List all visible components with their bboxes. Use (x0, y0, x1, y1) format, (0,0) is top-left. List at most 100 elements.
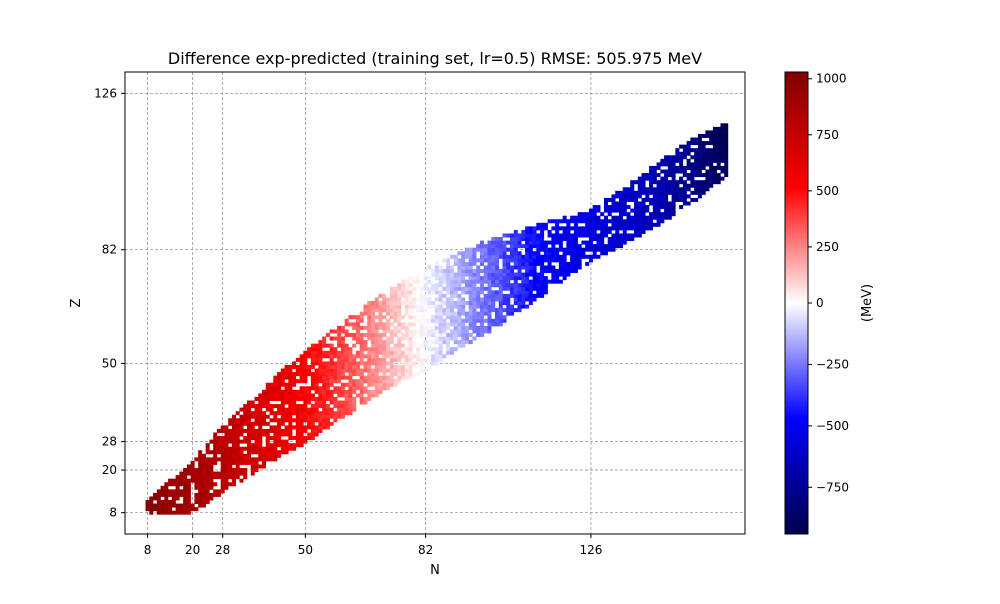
nuclide-point (483, 308, 488, 313)
nuclide-point (596, 208, 601, 213)
nuclide-point (344, 318, 349, 323)
nuclide-point (540, 269, 545, 274)
nuclide-point (712, 144, 717, 149)
nuclide-point (194, 478, 199, 483)
nuclide-point (389, 329, 394, 334)
nuclide-point (213, 443, 218, 448)
nuclide-point (626, 219, 631, 224)
nuclide-point (697, 133, 702, 138)
nuclide-point (228, 475, 233, 480)
nuclide-point (235, 468, 240, 473)
nuclide-point (205, 500, 210, 505)
nuclide-point (359, 336, 364, 341)
nuclide-point (562, 237, 567, 242)
nuclide-point (389, 361, 394, 366)
nuclide-point (145, 507, 150, 512)
nuclide-point (389, 322, 394, 327)
nuclide-point (243, 460, 248, 465)
nuclide-point (280, 443, 285, 448)
nuclide-point (487, 261, 492, 266)
nuclide-point (325, 375, 330, 380)
nuclide-point (408, 283, 413, 288)
nuclide-point (344, 322, 349, 327)
nuclide-point (201, 503, 206, 508)
nuclide-point (487, 265, 492, 270)
nuclide-point (228, 439, 233, 444)
nuclide-point (634, 201, 639, 206)
nuclide-point (427, 301, 432, 305)
nuclide-point (423, 357, 428, 362)
nuclide-point (555, 247, 560, 252)
nuclide-point (652, 176, 657, 181)
nuclide-point (337, 329, 342, 334)
nuclide-point (201, 468, 206, 473)
nuclide-point (295, 421, 300, 426)
nuclide-point (540, 229, 545, 234)
nuclide-point (367, 322, 372, 327)
nuclide-point (314, 343, 319, 348)
nuclide-point (273, 386, 278, 391)
nuclide-point (288, 432, 293, 437)
nuclide-point (295, 396, 300, 401)
nuclide-point (355, 379, 360, 384)
nuclide-point (228, 446, 233, 451)
nuclide-point (273, 446, 278, 451)
nuclide-point (397, 301, 402, 305)
nuclide-point (378, 343, 383, 348)
nuclide-point (521, 279, 526, 284)
nuclide-point (570, 237, 575, 242)
nuclide-point (273, 428, 278, 433)
nuclide-point (228, 418, 233, 423)
nuclide-point (216, 446, 221, 451)
nuclide-point (299, 361, 304, 366)
nuclide-point (310, 432, 315, 437)
nuclide-point (449, 347, 454, 352)
nuclide-point (382, 343, 387, 348)
nuclide-point (254, 396, 259, 401)
nuclide-point (404, 357, 409, 362)
nuclide-point (438, 347, 443, 352)
nuclide-point (679, 197, 684, 202)
nuclide-point (231, 425, 236, 430)
nuclide-point (592, 244, 597, 249)
nuclide-point (457, 308, 462, 313)
nuclide-point (506, 272, 511, 277)
nuclide-point (513, 297, 518, 302)
nuclide-point (352, 325, 357, 330)
nuclide-point (235, 453, 240, 458)
nuclide-point (397, 357, 402, 362)
nuclide-point (664, 208, 669, 213)
nuclide-point (164, 503, 169, 508)
nuclide-point (697, 162, 702, 167)
nuclide-point (664, 180, 669, 185)
nuclide-point (325, 350, 330, 355)
nuclide-point (231, 450, 236, 455)
nuclide-point (517, 233, 522, 238)
nuclide-point (498, 244, 503, 249)
nuclide-point (532, 279, 537, 284)
nuclide-point (472, 315, 477, 320)
nuclide-point (292, 375, 297, 380)
nuclide-point (340, 393, 345, 398)
nuclide-point (288, 389, 293, 394)
nuclide-point (231, 457, 236, 462)
nuclide-point (307, 354, 312, 359)
nuclide-point (243, 436, 248, 441)
nuclide-point (340, 368, 345, 373)
nuclide-point (371, 332, 375, 337)
nuclide-point (686, 194, 691, 199)
nuclide-point (303, 375, 308, 380)
nuclide-point (247, 453, 251, 458)
nuclide-point (367, 354, 372, 359)
nuclide-point (156, 507, 161, 512)
nuclide-point (269, 411, 274, 416)
nuclide-point (378, 347, 383, 352)
nuclide-point (393, 343, 398, 348)
nuclide-point (449, 272, 454, 277)
nuclide-point (543, 251, 548, 256)
nuclide-point (461, 301, 466, 305)
nuclide-point (416, 340, 421, 345)
nuclide-point (506, 240, 511, 245)
nuclide-point (310, 414, 315, 419)
nuclide-point (506, 283, 511, 288)
